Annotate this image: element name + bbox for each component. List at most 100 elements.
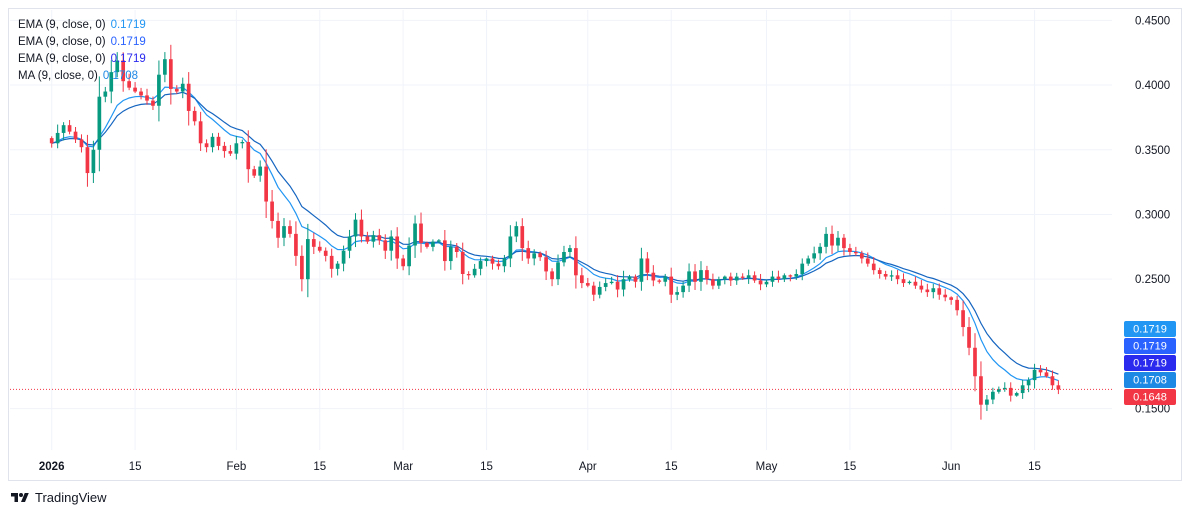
time-tick-label: Mar — [393, 461, 413, 473]
candle-body — [669, 276, 674, 295]
time-axis[interactable]: 2026 15 Feb 15 Mar 15 Apr 15 May 15 Jun 15 — [39, 461, 1041, 473]
candle-body — [925, 289, 930, 293]
candle-body — [359, 219, 364, 237]
candle — [949, 296, 954, 305]
price-badge-label: 0.1719 — [1133, 324, 1167, 336]
price-tick-label: 0.1500 — [1135, 404, 1170, 416]
time-tick-label: 15 — [129, 461, 142, 473]
candle-body — [335, 263, 340, 269]
candle — [1026, 377, 1031, 393]
legend-row-ma[interactable]: MA (9, close, 0) 0.1708 — [18, 68, 146, 85]
candle — [67, 120, 72, 135]
candle — [484, 257, 489, 267]
candle-body — [55, 132, 60, 144]
candle — [335, 261, 340, 276]
candle-body — [234, 143, 239, 154]
candle-body — [79, 139, 84, 148]
candle — [967, 317, 971, 356]
time-tick-label: Jun — [942, 461, 961, 473]
candle — [925, 283, 930, 297]
candle-body — [585, 283, 590, 286]
candle-body — [556, 262, 560, 280]
price-badge-bg — [1124, 321, 1176, 337]
candle-body — [371, 235, 376, 242]
legend-value: 0.1719 — [110, 19, 146, 31]
candle-body — [1044, 372, 1049, 377]
candle — [448, 240, 453, 270]
candle — [276, 212, 280, 248]
candle-body — [859, 253, 864, 259]
candle-body — [937, 288, 942, 295]
price-chart[interactable]: 0.4500 0.4000 0.3500 0.3000 0.2500 0.1500 202… — [8, 8, 1182, 481]
legend-value: 0.1719 — [110, 53, 146, 65]
legend-label: EMA (9, close, 0) — [18, 19, 106, 31]
candle — [580, 267, 584, 289]
candle-body — [711, 279, 715, 286]
candle-body — [448, 246, 453, 262]
candle-body — [538, 253, 542, 258]
candle-body — [508, 236, 513, 259]
candle-body — [794, 274, 799, 277]
candle — [329, 248, 334, 278]
legend-row-ema-1[interactable]: EMA (9, close, 0) 0.1719 — [18, 17, 146, 34]
candle — [627, 274, 632, 282]
price-axis[interactable]: 0.4500 0.4000 0.3500 0.3000 0.2500 0.1500 — [1135, 15, 1170, 415]
candle — [633, 274, 638, 288]
candle-body — [961, 310, 965, 328]
candle — [770, 270, 775, 287]
candle — [1038, 365, 1043, 376]
candle — [73, 126, 78, 143]
tradingview-brand[interactable]: TradingView — [10, 490, 107, 505]
legend-row-ema-3[interactable]: EMA (9, close, 0) 0.1719 — [18, 51, 146, 68]
candle-body — [323, 250, 328, 256]
candle — [711, 273, 715, 290]
candle-body — [919, 285, 924, 290]
candle-body — [687, 271, 691, 286]
candle-body — [848, 248, 852, 252]
price-badge-bg — [1124, 372, 1176, 388]
candle — [943, 289, 948, 302]
candle-body — [728, 276, 733, 281]
candle — [758, 273, 763, 291]
candle — [377, 228, 382, 245]
candle-body — [949, 297, 954, 300]
candle-body — [532, 253, 537, 259]
candle — [722, 275, 727, 285]
candle — [61, 122, 66, 141]
candle — [270, 189, 274, 229]
candle — [163, 52, 167, 83]
candle — [651, 265, 656, 287]
candle — [133, 82, 137, 94]
candle-body — [1008, 387, 1013, 396]
candle — [889, 270, 894, 281]
candle-body — [633, 276, 638, 282]
candle — [401, 254, 405, 271]
candle — [532, 249, 537, 266]
candle — [615, 275, 620, 298]
candle — [514, 221, 519, 243]
candle-body — [133, 87, 137, 92]
candle-body — [526, 248, 531, 259]
candle — [1008, 382, 1013, 402]
candle-body — [597, 286, 602, 295]
time-tick-label: 15 — [665, 461, 678, 473]
candle — [550, 268, 554, 287]
candle-body — [109, 72, 114, 92]
candle — [240, 139, 245, 149]
candle-body — [174, 88, 179, 92]
candle — [931, 283, 936, 299]
candle-body — [204, 143, 209, 148]
candle-body — [996, 389, 1001, 392]
ema-lines — [51, 86, 1059, 382]
candle — [699, 261, 703, 291]
candle — [818, 243, 822, 260]
legend-row-ema-2[interactable]: EMA (9, close, 0) 0.1719 — [18, 34, 146, 51]
candle — [222, 141, 227, 158]
time-tick-label: Apr — [579, 461, 597, 473]
candle — [996, 386, 1001, 394]
candle-body — [383, 240, 388, 251]
candle — [496, 259, 501, 270]
candle-body — [568, 248, 572, 252]
candle-body — [979, 376, 983, 405]
candle — [806, 255, 811, 266]
